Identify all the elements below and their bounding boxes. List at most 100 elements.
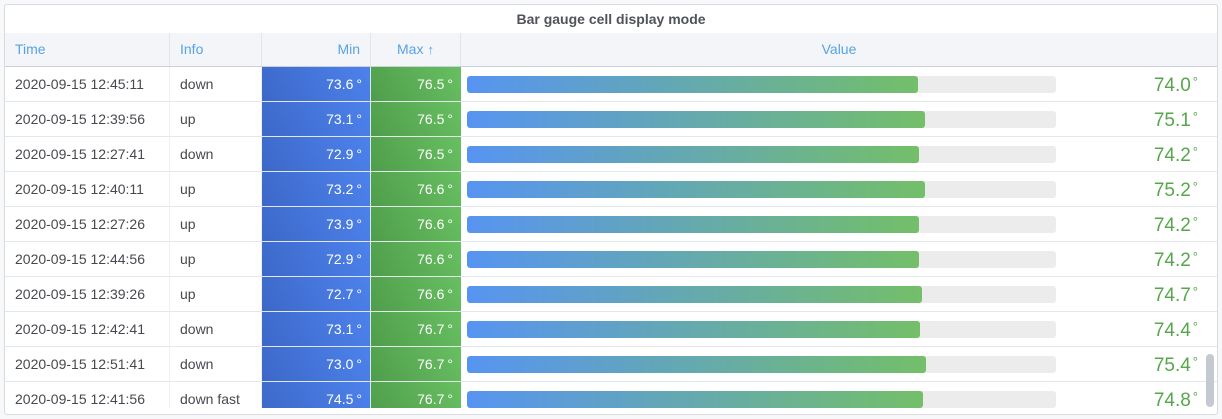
panel-title[interactable]: Bar gauge cell display mode: [516, 11, 706, 27]
cell-value: 74.2 °: [461, 207, 1217, 241]
table-row: 2020-09-15 12:40:11 up 73.2 ° 76.6 ° 75.2 °: [5, 172, 1217, 207]
bar-gauge-fill: [467, 180, 926, 198]
cell-min: 74.5 °: [262, 382, 371, 408]
degree-unit: °: [1192, 249, 1198, 264]
degree-unit: °: [1192, 319, 1198, 334]
cell-time: 2020-09-15 12:39:26: [5, 277, 170, 311]
degree-unit: °: [447, 391, 453, 407]
cell-info: down: [170, 67, 262, 101]
cell-max: 76.5 °: [371, 102, 461, 136]
degree-unit: °: [447, 76, 453, 92]
cell-time: 2020-09-15 12:45:11: [5, 67, 170, 101]
cell-time: 2020-09-15 12:41:56: [5, 382, 170, 408]
degree-unit: °: [1192, 144, 1198, 159]
degree-unit: °: [447, 181, 453, 197]
cell-min: 72.9 °: [262, 242, 371, 276]
cell-max: 76.6 °: [371, 172, 461, 206]
value-text: 74.2 °: [1153, 144, 1198, 166]
cell-max: 76.6 °: [371, 277, 461, 311]
cell-min: 73.1 °: [262, 102, 371, 136]
cell-max: 76.6 °: [371, 242, 461, 276]
bar-gauge-track: [467, 390, 1056, 408]
cell-info: down: [170, 347, 262, 381]
value-text: 74.8 °: [1153, 389, 1198, 408]
cell-max: 76.5 °: [371, 67, 461, 101]
cell-max: 76.7 °: [371, 347, 461, 381]
vertical-scrollbar-thumb[interactable]: [1206, 354, 1214, 407]
value-text: 74.2 °: [1153, 249, 1198, 271]
bar-gauge-track: [467, 75, 1056, 93]
cell-max: 76.7 °: [371, 312, 461, 346]
cell-max: 76.6 °: [371, 207, 461, 241]
cell-min: 73.9 °: [262, 207, 371, 241]
table-row: 2020-09-15 12:41:56 down fast 74.5 ° 76.7…: [5, 382, 1217, 408]
table-row: 2020-09-15 12:51:41 down 73.0 ° 76.7 ° 75.…: [5, 347, 1217, 382]
cell-value: 74.7 °: [461, 277, 1217, 311]
degree-unit: °: [356, 146, 362, 162]
table-row: 2020-09-15 12:44:56 up 72.9 ° 76.6 ° 74.2 °: [5, 242, 1217, 277]
cell-value: 74.2 °: [461, 242, 1217, 276]
column-header-max[interactable]: Max ↑: [371, 33, 461, 66]
column-header-info[interactable]: Info: [170, 33, 262, 66]
bar-gauge-fill: [467, 320, 920, 338]
degree-unit: °: [356, 111, 362, 127]
cell-info: up: [170, 242, 262, 276]
cell-time: 2020-09-15 12:51:41: [5, 347, 170, 381]
degree-unit: °: [1192, 109, 1198, 124]
cell-time: 2020-09-15 12:42:41: [5, 312, 170, 346]
cell-info: down: [170, 312, 262, 346]
cell-value: 74.0 °: [461, 67, 1217, 101]
bar-gauge-track: [467, 145, 1056, 163]
degree-unit: °: [356, 251, 362, 267]
cell-info: down fast: [170, 382, 262, 408]
column-header-max-label: Max: [397, 41, 424, 57]
sort-ascending-icon: ↑: [427, 42, 434, 57]
bar-gauge-track: [467, 180, 1056, 198]
value-text: 74.4 °: [1153, 319, 1198, 341]
cell-value: 75.2 °: [461, 172, 1217, 206]
degree-unit: °: [447, 286, 453, 302]
degree-unit: °: [1192, 179, 1198, 194]
cell-time: 2020-09-15 12:40:11: [5, 172, 170, 206]
column-header-value[interactable]: Value: [821, 41, 857, 57]
cell-info: up: [170, 172, 262, 206]
cell-min: 73.2 °: [262, 172, 371, 206]
column-header-time[interactable]: Time: [5, 33, 170, 66]
degree-unit: °: [447, 146, 453, 162]
value-text: 75.1 °: [1153, 109, 1198, 131]
cell-min: 73.6 °: [262, 67, 371, 101]
bar-gauge-fill: [467, 355, 927, 373]
bar-gauge-track: [467, 355, 1056, 373]
table-row: 2020-09-15 12:27:26 up 73.9 ° 76.6 ° 74.2 °: [5, 207, 1217, 242]
cell-min: 72.9 °: [262, 137, 371, 171]
cell-value: 75.4 °: [461, 347, 1217, 381]
degree-unit: °: [356, 216, 362, 232]
table-row: 2020-09-15 12:39:56 up 73.1 ° 76.5 ° 75.1 °: [5, 102, 1217, 137]
cell-time: 2020-09-15 12:27:26: [5, 207, 170, 241]
cell-max: 76.5 °: [371, 137, 461, 171]
value-text: 75.4 °: [1153, 354, 1198, 376]
degree-unit: °: [447, 216, 453, 232]
column-header-min[interactable]: Min: [262, 33, 371, 66]
degree-unit: °: [1192, 74, 1198, 89]
degree-unit: °: [356, 321, 362, 337]
value-text: 74.0 °: [1153, 74, 1198, 96]
cell-info: up: [170, 277, 262, 311]
degree-unit: °: [356, 391, 362, 407]
degree-unit: °: [447, 111, 453, 127]
cell-time: 2020-09-15 12:27:41: [5, 137, 170, 171]
value-text: 75.2 °: [1153, 179, 1198, 201]
bar-gauge-track: [467, 215, 1056, 233]
cell-value: 75.1 °: [461, 102, 1217, 136]
degree-unit: °: [356, 181, 362, 197]
bar-gauge-fill: [467, 390, 923, 408]
bar-gauge-fill: [467, 250, 919, 268]
degree-unit: °: [447, 321, 453, 337]
bar-gauge-fill: [467, 75, 918, 93]
bar-gauge-track: [467, 320, 1056, 338]
bar-gauge-fill: [467, 215, 919, 233]
table-row: 2020-09-15 12:45:11 down 73.6 ° 76.5 ° 74.…: [5, 67, 1217, 102]
degree-unit: °: [1192, 214, 1198, 229]
bar-gauge-fill: [467, 110, 925, 128]
degree-unit: °: [447, 356, 453, 372]
